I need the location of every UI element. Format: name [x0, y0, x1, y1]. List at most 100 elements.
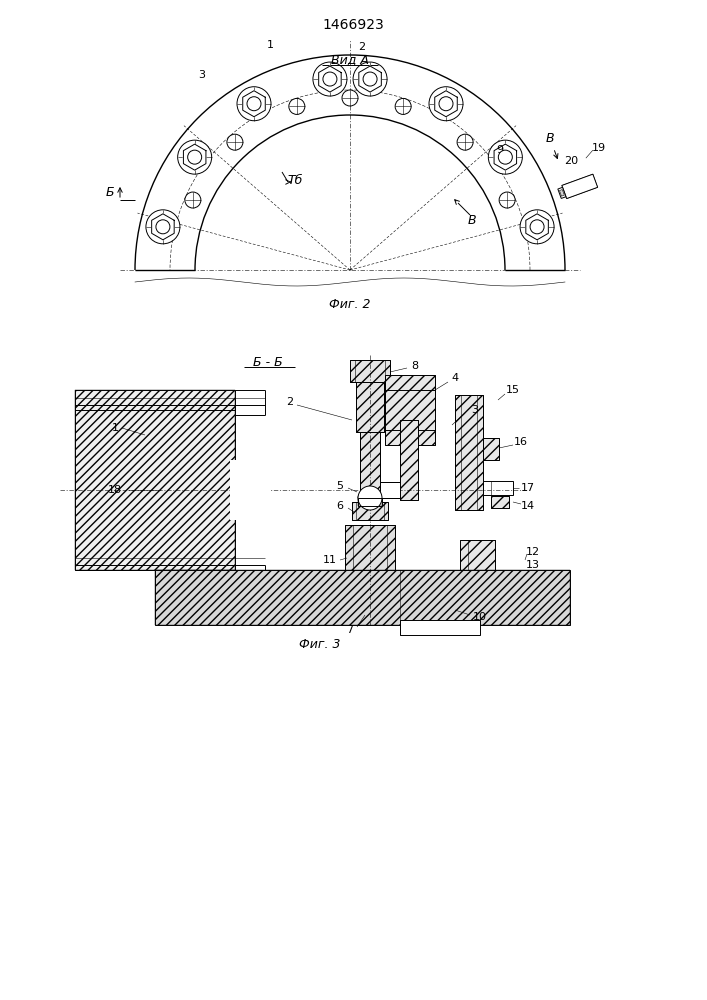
Polygon shape [494, 144, 517, 170]
Polygon shape [359, 66, 381, 92]
Bar [345, 525, 395, 580]
Text: 11: 11 [323, 555, 337, 565]
Circle shape [489, 140, 522, 174]
Bar [460, 540, 495, 575]
Circle shape [185, 192, 201, 208]
Text: 1: 1 [267, 40, 274, 50]
Bar [455, 395, 483, 510]
Bar [352, 502, 388, 520]
Text: В: В [546, 132, 554, 145]
Bar [460, 540, 495, 575]
Circle shape [156, 220, 170, 234]
Text: 13: 13 [526, 560, 540, 570]
Circle shape [429, 87, 463, 121]
Circle shape [499, 192, 515, 208]
Text: Б - Б: Б - Б [253, 356, 283, 368]
Text: 10: 10 [473, 612, 487, 622]
Bar [483, 481, 513, 495]
Bar [358, 498, 382, 506]
Circle shape [530, 220, 544, 234]
Text: 5: 5 [337, 481, 344, 491]
Text: 1466923: 1466923 [322, 18, 384, 32]
Polygon shape [152, 214, 174, 240]
Bar [483, 438, 499, 460]
Bar [75, 390, 235, 570]
Polygon shape [562, 174, 597, 199]
Text: 12: 12 [526, 547, 540, 557]
Bar [380, 482, 400, 498]
Circle shape [498, 150, 513, 164]
Text: Вид А: Вид А [331, 53, 369, 66]
Bar [360, 432, 380, 500]
Polygon shape [183, 144, 206, 170]
Text: Фиг. 3: Фиг. 3 [299, 639, 341, 652]
Bar [455, 395, 483, 510]
Polygon shape [526, 214, 549, 240]
Text: 9: 9 [496, 145, 503, 155]
Polygon shape [559, 190, 564, 196]
Text: Тб: Тб [287, 174, 303, 186]
Circle shape [146, 210, 180, 244]
Bar [155, 570, 570, 625]
Text: 16: 16 [514, 437, 528, 447]
Bar [491, 496, 509, 508]
Bar [345, 525, 395, 580]
Bar [75, 390, 235, 570]
Bar [363, 580, 377, 610]
Text: 1: 1 [112, 423, 119, 433]
Circle shape [342, 90, 358, 106]
Bar [350, 360, 390, 382]
Text: 7: 7 [346, 625, 354, 635]
Circle shape [457, 134, 473, 150]
Text: 14: 14 [521, 501, 535, 511]
Bar [483, 438, 499, 460]
Circle shape [439, 97, 453, 111]
Circle shape [363, 72, 377, 86]
Text: 8: 8 [411, 361, 419, 371]
Text: В: В [468, 215, 477, 228]
Circle shape [395, 98, 411, 114]
Bar [356, 382, 384, 432]
Text: 6: 6 [337, 501, 344, 511]
Text: 18: 18 [108, 485, 122, 495]
Bar [400, 620, 480, 635]
Bar [385, 375, 435, 445]
Text: 20: 20 [563, 156, 578, 166]
Bar [356, 382, 384, 432]
Circle shape [313, 62, 347, 96]
Circle shape [247, 97, 261, 111]
Text: Б: Б [105, 186, 115, 198]
Text: Фиг. 2: Фиг. 2 [329, 298, 370, 312]
Circle shape [358, 486, 382, 510]
Circle shape [177, 140, 211, 174]
Bar [358, 498, 382, 506]
Bar [385, 375, 435, 445]
Bar [230, 460, 270, 520]
Text: 3: 3 [199, 70, 206, 80]
Circle shape [323, 72, 337, 86]
Circle shape [187, 150, 201, 164]
Bar [400, 420, 418, 500]
Bar [352, 502, 388, 520]
Text: 2: 2 [286, 397, 293, 407]
Bar [350, 360, 390, 382]
Polygon shape [319, 66, 341, 92]
Circle shape [237, 87, 271, 121]
Bar [360, 432, 380, 500]
Text: 17: 17 [521, 483, 535, 493]
Circle shape [289, 98, 305, 114]
Text: 19: 19 [592, 143, 606, 153]
Bar [155, 570, 570, 625]
Circle shape [353, 62, 387, 96]
Text: 2: 2 [358, 42, 366, 52]
Text: 4: 4 [452, 373, 459, 383]
Polygon shape [243, 91, 265, 117]
Circle shape [227, 134, 243, 150]
Bar [400, 420, 418, 500]
Polygon shape [562, 174, 597, 199]
Bar [491, 496, 509, 508]
Polygon shape [435, 91, 457, 117]
Circle shape [520, 210, 554, 244]
Text: 3: 3 [472, 405, 479, 415]
Text: 15: 15 [506, 385, 520, 395]
